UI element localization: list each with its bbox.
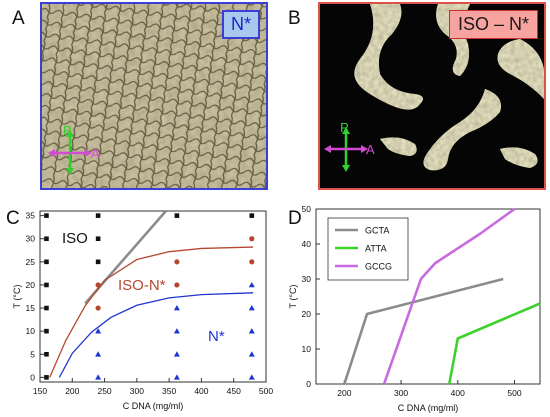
y-tick-label-c: 30 bbox=[26, 234, 36, 244]
panel-a-letter: A bbox=[12, 8, 25, 29]
analyzer-label-a: A bbox=[91, 146, 100, 161]
data-point-iso bbox=[174, 213, 180, 218]
y-tick-label-d: 30 bbox=[302, 274, 312, 284]
y-tick-label-d: 20 bbox=[302, 309, 312, 319]
micrograph-n-star: N* P A bbox=[40, 2, 268, 190]
y-axis-label-c: T (°C) bbox=[12, 285, 22, 309]
panel-c-letter: C bbox=[6, 208, 20, 229]
x-tick-label-c: 250 bbox=[97, 386, 111, 396]
y-tick-label-d: 50 bbox=[302, 204, 312, 214]
y-tick-label-c: 15 bbox=[26, 303, 36, 313]
data-point-n-star bbox=[248, 305, 255, 311]
series-line-gcta bbox=[343, 277, 504, 385]
data-point-n-star bbox=[95, 328, 102, 334]
panel-d-letter: D bbox=[288, 208, 302, 229]
data-point-n-star bbox=[248, 351, 255, 357]
region-label-iso: ISO bbox=[62, 230, 88, 247]
y-tick-label-d: 40 bbox=[302, 239, 312, 249]
y-tick-label-d: 0 bbox=[306, 379, 311, 389]
boundary-curve-1 bbox=[49, 246, 254, 378]
region-label-n-star: N* bbox=[208, 328, 225, 345]
x-tick-label-d: 500 bbox=[507, 388, 521, 398]
data-point-n-star bbox=[173, 328, 180, 334]
x-tick-label-d: 200 bbox=[337, 388, 351, 398]
micrograph-iso-n-star: ISO – N* P A bbox=[318, 2, 546, 190]
polarizer-cross-a: P A bbox=[48, 123, 100, 175]
phase-badge-iso-n-star: ISO – N* bbox=[448, 10, 538, 39]
data-point-iso bbox=[95, 259, 101, 265]
data-point-iso bbox=[44, 375, 49, 380]
data-point-iso bbox=[44, 351, 49, 357]
legend-box bbox=[327, 217, 409, 281]
y-tick-label-c: 5 bbox=[30, 349, 35, 359]
x-axis-label-d: C DNA (mg/ml) bbox=[398, 403, 459, 413]
data-point-iso bbox=[44, 236, 49, 242]
data-point-n-star bbox=[173, 351, 180, 357]
y-tick-label-c: 10 bbox=[26, 326, 36, 336]
x-tick-label-c: 500 bbox=[259, 386, 273, 396]
x-tick-label-c: 300 bbox=[130, 386, 144, 396]
data-point-iso-n-star bbox=[249, 259, 255, 265]
legend-label-atta: ATTA bbox=[365, 244, 387, 254]
legend-label-gccg: GCCG bbox=[365, 262, 392, 272]
x-axis-label-c: C DNA (mg/ml) bbox=[123, 401, 184, 411]
analyzer-label-b: A bbox=[366, 142, 375, 157]
y-tick-label-c: 0 bbox=[30, 372, 35, 382]
data-point-n-star bbox=[95, 374, 102, 380]
data-point-iso-n-star bbox=[174, 282, 180, 288]
x-tick-label-d: 300 bbox=[394, 388, 408, 398]
data-point-n-star bbox=[248, 374, 255, 380]
data-point-iso bbox=[95, 213, 101, 218]
x-tick-label-c: 450 bbox=[227, 386, 241, 396]
y-tick-label-c: 35 bbox=[26, 211, 36, 221]
plot-frame-d bbox=[315, 208, 541, 385]
panel-b-letter: B bbox=[288, 8, 301, 29]
x-tick-label-c: 200 bbox=[65, 386, 79, 396]
x-tick-label-c: 400 bbox=[194, 386, 208, 396]
data-point-n-star bbox=[95, 351, 102, 357]
data-point-iso bbox=[95, 236, 101, 242]
x-tick-label-c: 150 bbox=[33, 386, 47, 396]
data-point-iso bbox=[44, 213, 49, 218]
phase-badge-n-star: N* bbox=[221, 10, 260, 39]
legend-label-gcta: GCTA bbox=[365, 226, 389, 236]
series-line-atta bbox=[447, 302, 541, 385]
data-point-iso bbox=[44, 328, 49, 334]
data-point-iso bbox=[44, 305, 49, 311]
boundary-curve-2 bbox=[58, 292, 254, 378]
polarizer-label-a: P bbox=[63, 123, 72, 138]
data-point-n-star bbox=[248, 328, 255, 334]
plot-frame-c bbox=[39, 210, 267, 383]
data-point-iso bbox=[44, 259, 49, 265]
region-label-iso-n-star: ISO-N* bbox=[118, 277, 166, 294]
x-tick-label-c: 350 bbox=[162, 386, 176, 396]
series-line-gccg bbox=[382, 207, 516, 385]
data-point-iso-n-star bbox=[249, 236, 255, 242]
data-point-n-star bbox=[248, 281, 255, 288]
phase-diagram-chart: 150 200 250 300 350 400 450 500 0 5 10 15 20 25 30 35 C … bbox=[12, 210, 273, 411]
y-tick-label-d: 10 bbox=[302, 344, 312, 354]
y-axis-label-d: T (°C) bbox=[288, 285, 298, 309]
data-point-n-star bbox=[173, 305, 180, 311]
y-tick-label-c: 25 bbox=[26, 257, 36, 267]
data-point-iso bbox=[249, 213, 255, 218]
x-tick-label-d: 400 bbox=[451, 388, 465, 398]
y-tick-label-c: 20 bbox=[26, 280, 36, 290]
data-point-iso-n-star bbox=[95, 282, 101, 288]
polarizer-label-b: P bbox=[340, 120, 349, 135]
polarizer-cross-b: P A bbox=[324, 120, 375, 172]
data-point-iso-n-star bbox=[95, 305, 101, 311]
data-point-n-star bbox=[173, 374, 180, 380]
data-point-iso-n-star bbox=[174, 259, 180, 265]
data-point-iso bbox=[44, 282, 49, 288]
